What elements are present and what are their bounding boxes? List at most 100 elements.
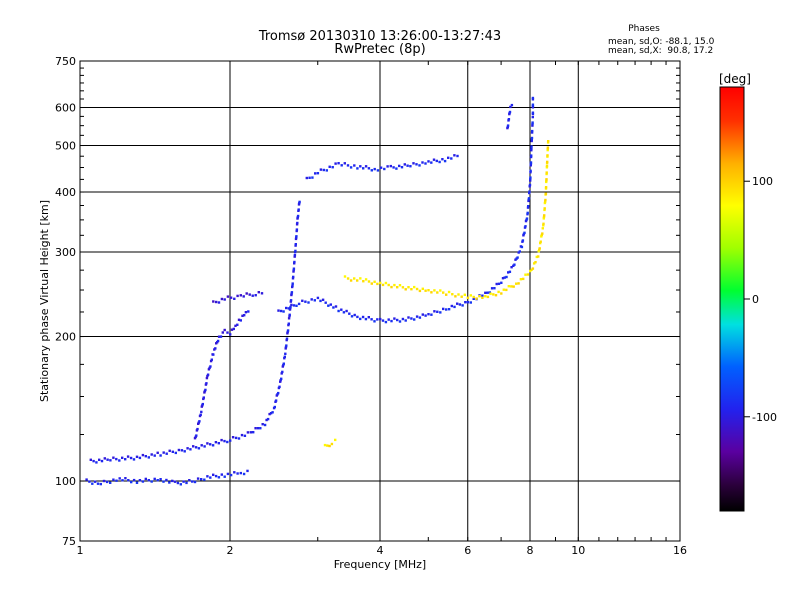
echo-point (453, 305, 456, 309)
echo-point (294, 244, 297, 247)
echo-point (150, 453, 153, 456)
echo-point (531, 267, 535, 270)
echo-point (180, 449, 184, 452)
echo-point (168, 481, 171, 484)
echo-point (313, 299, 316, 302)
colorbar-ticks: 100 0 -100 (744, 175, 777, 424)
echo-point (256, 427, 260, 430)
echo-point (209, 359, 213, 363)
echo-point (294, 237, 298, 241)
echo-point (193, 437, 197, 440)
echo-point (263, 423, 267, 427)
echo-point (529, 269, 532, 273)
echo-point (361, 315, 365, 319)
echo-point (531, 96, 535, 100)
echo-point (387, 283, 390, 287)
echo-point (278, 385, 281, 388)
echo-point (415, 315, 419, 318)
echo-point (507, 118, 511, 121)
echo-point (96, 482, 100, 485)
echo-point (500, 292, 503, 295)
echo-point (386, 165, 389, 168)
echo-point (292, 304, 296, 307)
echo-point (457, 293, 460, 296)
echo-point (173, 480, 177, 483)
echo-point (421, 287, 424, 290)
phases-x-mode: mean, sd,X: 90.8, 17.2 (608, 46, 713, 56)
echo-point (229, 296, 233, 299)
echo-point (195, 434, 198, 437)
echo-point (392, 166, 395, 169)
echo-point (236, 472, 239, 475)
echo-point (295, 304, 298, 307)
echo-point (401, 317, 405, 321)
echo-point (245, 292, 248, 295)
echo-point (529, 169, 532, 172)
echo-point (268, 412, 271, 416)
echo-point (545, 164, 549, 168)
echo-point (334, 438, 337, 442)
echo-point (493, 287, 496, 290)
echo-point (195, 429, 199, 432)
echo-point (367, 316, 370, 319)
echo-point (103, 457, 106, 460)
echo-point (356, 315, 359, 319)
echo-point (121, 456, 124, 459)
echo-point (527, 199, 530, 203)
echo-point (208, 366, 211, 370)
echo-point (194, 446, 198, 449)
echo-point (85, 478, 88, 481)
echo-point (286, 329, 290, 332)
echo-point (521, 239, 525, 242)
echo-point (159, 478, 162, 481)
echo-point (289, 307, 292, 310)
echo-point (545, 171, 548, 174)
echo-point (531, 124, 534, 127)
echo-point (150, 480, 153, 483)
echo-point (524, 225, 527, 228)
echo-point (500, 281, 503, 284)
echo-point (328, 165, 331, 168)
echo-point (226, 331, 229, 334)
x-tick-label: 16 (673, 544, 687, 557)
echo-point (451, 293, 454, 296)
echo-point (296, 214, 300, 218)
echo-point (289, 299, 293, 302)
echo-point (337, 309, 340, 313)
echo-point (209, 476, 212, 479)
echo-point (373, 167, 376, 171)
echo-point (478, 295, 481, 298)
echo-point (291, 277, 295, 280)
echo-point (501, 277, 505, 280)
echo-point (524, 273, 527, 276)
echo-point (223, 475, 226, 478)
echo-point (135, 455, 139, 458)
echo-point (529, 164, 532, 167)
echo-point (202, 397, 205, 401)
phase-colorbar: [deg] 100 0 -100 (719, 72, 777, 512)
echo-point (505, 288, 508, 292)
echo-point (240, 433, 244, 437)
echo-point (283, 355, 286, 358)
echo-point (530, 268, 533, 271)
echo-point (379, 317, 382, 321)
echo-point (427, 313, 430, 316)
echo-point (544, 187, 548, 190)
echo-point (200, 444, 203, 447)
echo-point (217, 476, 221, 479)
echo-point (305, 176, 308, 180)
echo-point (91, 482, 94, 485)
echo-point (540, 235, 543, 238)
echo-point (291, 282, 294, 285)
echo-point (528, 185, 531, 188)
echo-point (229, 473, 233, 477)
echo-point (534, 261, 537, 264)
echo-point (540, 233, 543, 237)
echo-point (212, 353, 215, 356)
echo-point (410, 288, 413, 291)
echo-points (85, 96, 550, 486)
echo-point (153, 454, 156, 457)
echo-point (141, 453, 145, 457)
echo-point (522, 277, 525, 281)
phases-summary: Phases mean, sd,O: -88.1, 15.0 mean, sd,… (608, 24, 715, 56)
